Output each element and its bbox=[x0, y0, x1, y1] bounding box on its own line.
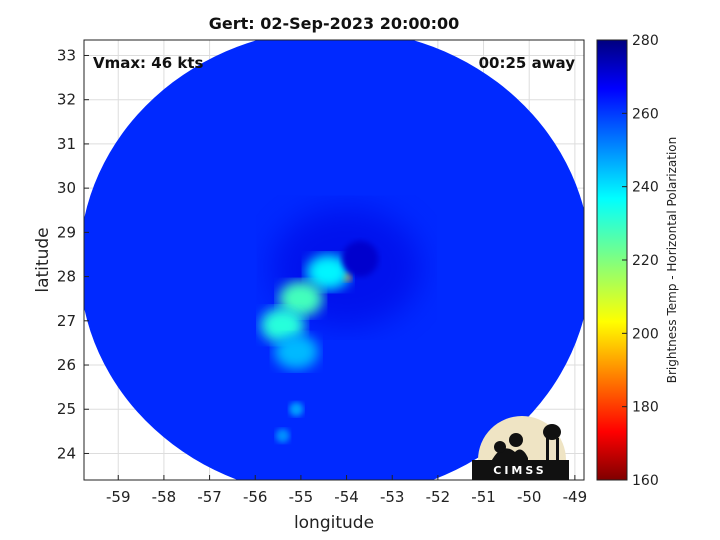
y-axis-ticks: 24 25 26 27 28 29 30 31 32 33 bbox=[57, 46, 89, 462]
colorbar-tick-label: 200 bbox=[632, 326, 659, 342]
x-tick-label: -53 bbox=[380, 488, 405, 506]
y-tick-label: 30 bbox=[57, 179, 76, 197]
feature-cloud-band-north bbox=[306, 254, 351, 290]
feature-eye-region-warm bbox=[342, 240, 379, 277]
y-axis-label: latitude bbox=[33, 227, 53, 292]
x-tick-label: -52 bbox=[426, 488, 451, 506]
feature-cloud-band-mid bbox=[278, 281, 323, 317]
colorbar-tick-label: 180 bbox=[632, 400, 659, 416]
x-axis-label: longitude bbox=[294, 513, 374, 533]
y-tick-label: 33 bbox=[57, 46, 76, 64]
x-tick-label: -56 bbox=[243, 488, 268, 506]
colorbar-label: Brightness Temp - Horizontal Polarizatio… bbox=[665, 137, 679, 384]
time-away-annotation: 00:25 away bbox=[479, 54, 576, 72]
feature-rainband-tail-1 bbox=[289, 402, 304, 417]
logo-tower-leg-1 bbox=[546, 438, 549, 468]
x-tick-label: -54 bbox=[334, 488, 359, 506]
colorbar-tick-label: 240 bbox=[632, 180, 659, 196]
colorbar-tick-label: 260 bbox=[632, 106, 659, 122]
cimss-logo: CIMSS bbox=[472, 416, 569, 480]
logo-banner bbox=[472, 460, 569, 480]
logo-tower-leg-2 bbox=[556, 438, 559, 468]
y-tick-label: 25 bbox=[57, 400, 76, 418]
colorbar-tick-label: 160 bbox=[632, 473, 659, 489]
y-tick-label: 32 bbox=[57, 91, 76, 109]
colorbar-ticks: 160 180 200 220 240 260 280 bbox=[622, 33, 659, 489]
feature-cloud-band-southwest bbox=[260, 307, 305, 343]
x-axis-ticks: -59 -58 -57 -56 -55 -54 -53 -52 -51 -50 -49 bbox=[106, 475, 587, 506]
y-tick-label: 27 bbox=[57, 312, 76, 330]
plot-area: -59 -58 -57 -56 -55 -54 -53 -52 -51 -50 -49 24 25 26… bbox=[57, 39, 587, 506]
colorbar-tick-label: 280 bbox=[632, 33, 659, 49]
colorbar-tick-label: 220 bbox=[632, 253, 659, 269]
logo-dish-2 bbox=[509, 433, 523, 447]
chart-title: Gert: 02-Sep-2023 20:00:00 bbox=[209, 14, 460, 33]
logo-dish-1 bbox=[494, 441, 506, 453]
feature-rainband-tail-2 bbox=[275, 428, 290, 443]
y-tick-label: 31 bbox=[57, 135, 76, 153]
logo-text: CIMSS bbox=[493, 464, 546, 477]
x-tick-label: -58 bbox=[152, 488, 177, 506]
heatmap-swath bbox=[84, 40, 584, 480]
vmax-annotation: Vmax: 46 kts bbox=[93, 54, 203, 72]
logo-water-tower bbox=[543, 424, 561, 440]
colorbar: 160 180 200 220 240 260 280 Brightness Temp - … bbox=[596, 33, 679, 489]
x-tick-label: -57 bbox=[197, 488, 222, 506]
plot-frame bbox=[83, 39, 585, 481]
x-tick-label: -59 bbox=[106, 488, 131, 506]
y-tick-label: 26 bbox=[57, 356, 76, 374]
y-tick-label: 29 bbox=[57, 223, 76, 241]
x-tick-label: -51 bbox=[471, 488, 496, 506]
feature-cloud-band-south bbox=[274, 334, 319, 370]
x-tick-label: -50 bbox=[517, 488, 542, 506]
x-tick-label: -55 bbox=[289, 488, 314, 506]
x-tick-label: -49 bbox=[563, 488, 588, 506]
y-tick-label: 28 bbox=[57, 268, 76, 286]
y-tick-label: 24 bbox=[57, 444, 76, 462]
